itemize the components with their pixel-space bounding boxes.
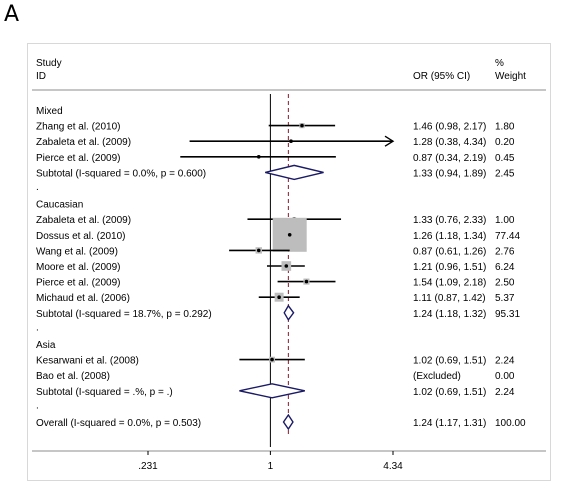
study-ci-text: 0.87 (0.61, 1.26) bbox=[413, 246, 486, 257]
study-label: Bao et al. (2008) bbox=[36, 371, 110, 382]
panel-letter: A bbox=[4, 2, 20, 27]
subtotal-label: Subtotal (I-squared = 0.0%, p = 0.600) bbox=[36, 168, 206, 179]
study-weight-text: 2.76 bbox=[495, 246, 515, 257]
study-ci-text: 1.28 (0.38, 4.34) bbox=[413, 137, 486, 148]
study-ci-text: 1.26 (1.18, 1.34) bbox=[413, 231, 486, 242]
overall-weight-text: 100.00 bbox=[495, 418, 526, 429]
point-estimate bbox=[270, 357, 274, 362]
subtotal-weight-text: 95.31 bbox=[495, 309, 520, 320]
header-or-ci: OR (95% CI) bbox=[413, 71, 470, 82]
study-label: Moore et al. (2009) bbox=[36, 262, 121, 273]
subtotal-ci-text: 1.24 (1.18, 1.32) bbox=[413, 309, 486, 320]
study-label: Pierce et al. (2009) bbox=[36, 278, 121, 289]
study-label: Pierce et al. (2009) bbox=[36, 153, 121, 164]
study-label: Zabaleta et al. (2009) bbox=[36, 215, 131, 226]
spacer-dot: . bbox=[36, 322, 39, 333]
study-ci-text: 1.54 (1.09, 2.18) bbox=[413, 278, 486, 289]
study-weight-text: 1.00 bbox=[495, 215, 515, 226]
overall-diamond bbox=[282, 413, 294, 431]
group-label: Asia bbox=[36, 340, 56, 351]
forest-plot-frame: Study ID OR (95% CI) % Weight Mixed Zhang… bbox=[27, 43, 551, 481]
study-weight-text: 5.37 bbox=[495, 293, 515, 304]
study-ci-text: 1.11 (0.87, 1.42) bbox=[413, 293, 486, 304]
group-label: Caucasian bbox=[36, 200, 83, 211]
header-percent: % bbox=[495, 58, 504, 69]
x-tick-label: 4.34 bbox=[383, 461, 403, 472]
subtotal-label: Subtotal (I-squared = .%, p = .) bbox=[36, 387, 173, 398]
overall-ci-text: 1.24 (1.17, 1.31) bbox=[413, 418, 486, 429]
study-weight-text: 2.24 bbox=[495, 356, 515, 367]
study-weight-text: 0.20 bbox=[495, 137, 515, 148]
study-label: Zabaleta et al. (2009) bbox=[36, 137, 131, 148]
study-weight-text: 1.80 bbox=[495, 122, 515, 133]
study-weight-text: 6.24 bbox=[495, 262, 515, 273]
header-study: Study bbox=[36, 58, 62, 69]
point-estimate bbox=[277, 295, 281, 299]
overall-label: Overall (I-squared = 0.0%, p = 0.503) bbox=[36, 418, 201, 429]
header-weight: Weight bbox=[495, 71, 526, 82]
subtotal-diamond bbox=[283, 304, 295, 322]
point-estimate bbox=[256, 248, 261, 253]
rows-layer: Mixed Zhang et al. (2010) 1.46 (0.98, 2.17… bbox=[32, 89, 546, 472]
subtotal-weight-text: 2.45 bbox=[495, 168, 515, 179]
group-label: Mixed bbox=[36, 106, 63, 117]
study-label: Kesarwani et al. (2008) bbox=[36, 356, 139, 367]
x-tick-label: 1 bbox=[268, 461, 274, 472]
study-ci-text: 1.21 (0.96, 1.51) bbox=[413, 262, 486, 273]
spacer-dot: . bbox=[36, 182, 39, 193]
study-ci-text: 1.46 (0.98, 2.17) bbox=[413, 122, 486, 133]
study-ci-text: 1.33 (0.76, 2.33) bbox=[413, 215, 486, 226]
study-ci-text: (Excluded) bbox=[413, 371, 461, 382]
study-weight-text: 0.45 bbox=[495, 153, 515, 164]
spacer-dot: . bbox=[36, 400, 39, 411]
study-label: Dossus et al. (2010) bbox=[36, 231, 126, 242]
subtotal-diamond bbox=[265, 164, 324, 181]
study-label: Wang et al. (2009) bbox=[36, 246, 118, 257]
study-label: Zhang et al. (2010) bbox=[36, 122, 121, 133]
header-id: ID bbox=[36, 71, 46, 82]
study-weight-text: 0.00 bbox=[495, 371, 515, 382]
point-estimate bbox=[289, 139, 293, 143]
point-estimate bbox=[304, 279, 309, 284]
subtotal-ci-text: 1.02 (0.69, 1.51) bbox=[413, 387, 486, 398]
point-estimate bbox=[284, 264, 289, 268]
study-weight-text: 2.50 bbox=[495, 278, 515, 289]
point-estimate bbox=[300, 123, 304, 128]
subtotal-weight-text: 2.24 bbox=[495, 387, 515, 398]
subtotal-diamond bbox=[239, 383, 305, 399]
point-estimate bbox=[256, 155, 261, 159]
ci-arrow bbox=[384, 135, 395, 147]
point-estimate bbox=[287, 233, 292, 237]
x-tick-label: .231 bbox=[138, 461, 158, 472]
forest-plot: Study ID OR (95% CI) % Weight Mixed Zhang… bbox=[32, 58, 546, 472]
study-ci-text: 0.87 (0.34, 2.19) bbox=[413, 153, 486, 164]
study-weight-text: 77.44 bbox=[495, 231, 520, 242]
subtotal-label: Subtotal (I-squared = 18.7%, p = 0.292) bbox=[36, 309, 212, 320]
subtotal-ci-text: 1.33 (0.94, 1.89) bbox=[413, 168, 486, 179]
study-label: Michaud et al. (2006) bbox=[36, 293, 130, 304]
study-ci-text: 1.02 (0.69, 1.51) bbox=[413, 356, 486, 367]
